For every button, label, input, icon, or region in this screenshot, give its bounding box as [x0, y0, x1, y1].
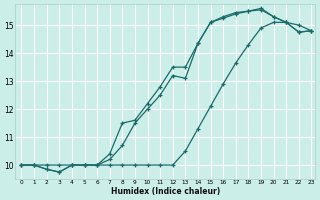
X-axis label: Humidex (Indice chaleur): Humidex (Indice chaleur)	[111, 187, 220, 196]
